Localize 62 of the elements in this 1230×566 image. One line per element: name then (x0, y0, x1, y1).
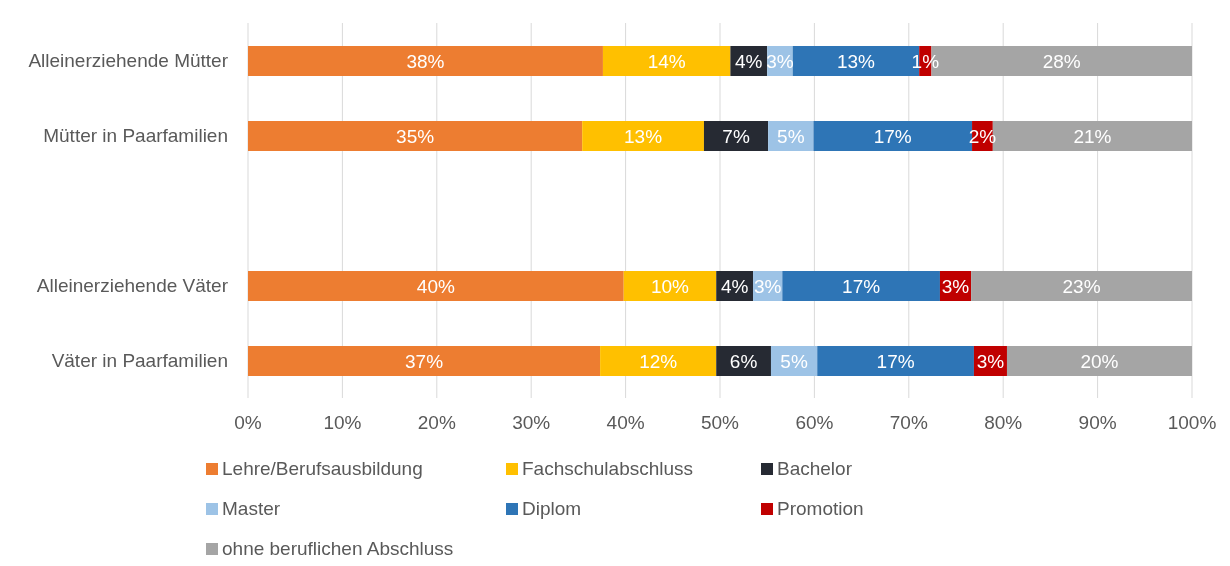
legend-label: Diplom (522, 498, 582, 520)
data-label: 1% (911, 51, 940, 72)
bar (623, 271, 717, 301)
data-label: 23% (1062, 276, 1101, 297)
y-tick-label: Mütter in Paarfamilien (43, 125, 228, 147)
data-label: 14% (647, 51, 686, 72)
bar (1006, 346, 1192, 376)
bar (582, 121, 704, 151)
data-label: 37% (405, 351, 444, 372)
x-tick-label: 80% (984, 412, 1023, 434)
bar (782, 271, 940, 301)
x-tick-label: 60% (795, 412, 834, 434)
data-label: 4% (720, 276, 749, 297)
data-label: 40% (416, 276, 455, 297)
data-label: 3% (976, 351, 1005, 372)
x-tick-label: 40% (606, 412, 645, 434)
x-tick-label: 50% (700, 412, 740, 434)
data-label: 6% (729, 351, 758, 372)
bar (600, 346, 717, 376)
data-label: 3% (941, 276, 970, 297)
data-label: 21% (1073, 126, 1112, 147)
bar (248, 346, 601, 376)
bar (248, 46, 603, 76)
bar (703, 121, 769, 151)
legend-label: Bachelor (777, 458, 852, 480)
legend-label: Fachschulabschluss (522, 458, 694, 480)
legend-label: ohne beruflichen Abschluss (222, 538, 454, 560)
bar (248, 271, 624, 301)
legend-label: Promotion (777, 498, 864, 520)
data-label: 7% (722, 126, 750, 147)
bar (817, 346, 974, 376)
data-label: 4% (735, 51, 763, 72)
data-label: 17% (873, 126, 912, 147)
data-label: 13% (836, 51, 876, 72)
data-label: 17% (842, 276, 881, 297)
legend-label: Master (222, 498, 281, 520)
data-label: 35% (396, 126, 435, 147)
bar (602, 46, 731, 76)
data-label: 17% (876, 351, 915, 372)
y-tick-label: Väter in Paarfamilien (51, 350, 228, 372)
bar (971, 271, 1192, 301)
x-tick-label: 70% (889, 412, 928, 434)
x-tick-label: 30% (512, 412, 551, 434)
data-label: 38% (406, 51, 445, 72)
data-label: 5% (777, 126, 805, 147)
data-label: 13% (624, 126, 663, 147)
x-tick-label: 20% (417, 412, 456, 434)
x-tick-label: 100% (1167, 412, 1217, 434)
bar (248, 121, 583, 151)
y-tick-label: Alleinerziehende Väter (36, 275, 229, 297)
data-label: 12% (639, 351, 678, 372)
x-tick-label: 10% (323, 412, 362, 434)
data-label: 28% (1042, 51, 1081, 72)
x-tick-label: 0% (234, 412, 262, 434)
data-label: 20% (1080, 351, 1119, 372)
legend-label: Lehre/Berufsausbildung (222, 458, 423, 480)
data-label: 10% (650, 276, 690, 297)
data-label: 3% (766, 51, 794, 72)
data-label: 5% (780, 351, 808, 372)
x-tick-label: 90% (1078, 412, 1117, 434)
data-label: 3% (753, 276, 782, 297)
y-tick-label: Alleinerziehende Mütter (28, 50, 229, 72)
